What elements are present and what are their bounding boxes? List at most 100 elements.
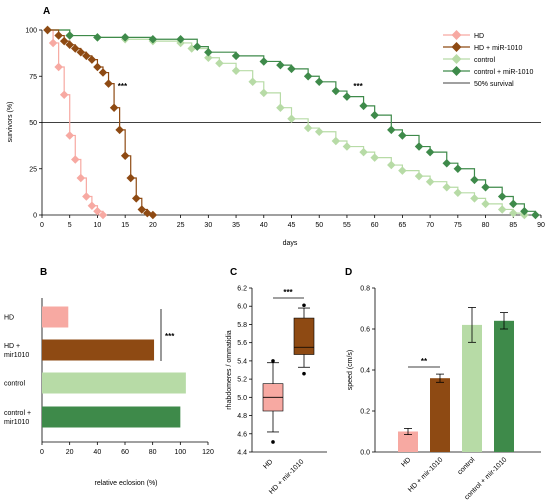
series-point-control-mir-1010: [303, 72, 313, 81]
panel-b-xlabel: relative eclosion (%): [94, 480, 157, 487]
legend-label-control-mir: control + miR-1010: [474, 69, 533, 76]
series-point-control-mir-1010: [442, 158, 451, 168]
series-point-hd: [76, 173, 86, 183]
series-point-control-mir-1010: [387, 125, 396, 135]
bar-hd-mir-1010: [430, 378, 450, 452]
series-point-control: [259, 88, 269, 98]
panel-a-xtick-label: 25: [177, 222, 185, 229]
series-point-control-mir-1010: [287, 64, 296, 74]
panel-d-ylabel: speed (cm/s): [347, 350, 354, 390]
series-point-hd: [98, 210, 108, 220]
category-label-hd-mir1010: HD + mir1010: [4, 343, 29, 359]
series-point-control-mir-1010: [331, 86, 341, 96]
series-point-control: [497, 205, 507, 214]
panel-b-xtick-label: 20: [66, 449, 74, 456]
category-label-hd-mir-1010: HD + mir-1010: [407, 456, 444, 493]
panel-b-xtick-label: 0: [40, 449, 44, 456]
legend-item-control-mir: control + miR-1010: [443, 66, 533, 76]
series-point-control-mir-1010: [193, 42, 202, 51]
series-point-control: [425, 177, 435, 186]
series-point-control-mir-1010: [497, 192, 507, 201]
panel-a-xtick-label: 40: [260, 222, 268, 229]
box-outlier-hd-mir-1010: [302, 303, 306, 308]
category-label-control-mir1010: control + mir1010: [4, 410, 31, 426]
series-point-control: [248, 77, 257, 87]
panel-a-ytick-label: 100: [25, 28, 37, 35]
panel-a-xtick-label: 75: [454, 222, 462, 229]
panel-a-significance-2: ***: [353, 82, 363, 91]
series-point-control: [414, 171, 424, 181]
panel-c-label: C: [230, 267, 237, 278]
panel-a-ylabel: survivors (%): [7, 102, 14, 143]
series-point-control-mir-1010: [453, 164, 463, 173]
series-point-hd-mir-1010: [59, 36, 69, 46]
series-point-hd-mir-1010: [82, 51, 91, 61]
series-point-control: [204, 53, 213, 62]
series-point-hd-mir-1010: [65, 40, 74, 50]
series-point-control: [287, 114, 296, 124]
legend-item-hd: HD: [443, 30, 484, 40]
series-point-hd-mir-1010: [137, 205, 147, 214]
panel-a-xtick-label: 0: [40, 222, 44, 229]
panel-c-ytick-label: 5.6: [237, 340, 247, 347]
panel-a-xtick-label: 60: [371, 222, 379, 229]
panel-a-ytick-label: 75: [29, 74, 37, 81]
panel-a-xtick-label: 70: [426, 222, 434, 229]
series-point-hd-mir-1010: [71, 44, 80, 53]
series-point-control-mir-1010: [276, 60, 285, 70]
panel-a-xtick-label: 90: [537, 222, 545, 229]
legend-item-hd-mir: HD + miR-1010: [443, 42, 523, 52]
bar-hd: [42, 306, 69, 328]
series-point-control-mir-1010: [93, 33, 102, 42]
box-hd-mir-1010: [293, 317, 315, 355]
series-point-control-mir-1010: [176, 35, 185, 44]
panel-c-ylabel: rhabdomeres / ommatidia: [226, 330, 233, 409]
box-outlier-hd: [271, 440, 275, 444]
series-point-control: [370, 153, 379, 162]
series-point-control: [398, 166, 407, 175]
series-point-control: [453, 188, 463, 198]
legend-marker-control: [451, 54, 462, 64]
panel-c-ytick-label: 5.2: [237, 377, 247, 384]
series-point-control: [470, 194, 479, 203]
bar-control-mir1010: [42, 406, 181, 428]
panel-b-plot-area: 0 20 40 60 80 100 120 HD HD + mir1010 control contr…: [4, 298, 214, 456]
panel-b-xtick-label: 60: [121, 449, 129, 456]
bar-control-mir-1010: [494, 320, 514, 452]
series-point-hd-mir-1010: [126, 173, 135, 183]
series-point-control-mir-1010: [470, 175, 479, 185]
series-point-control: [387, 160, 396, 170]
series-point-control-mir-1010: [398, 131, 407, 140]
panel-a-xtick-label: 50: [315, 222, 323, 229]
series-point-hd: [82, 192, 91, 201]
panel-a-xtick-label: 45: [288, 222, 296, 229]
panel-a-xlabel: days: [283, 240, 298, 247]
series-point-control: [331, 136, 341, 146]
panel-c-ytick-label: 5.4: [237, 358, 247, 365]
category-label-hd: HD: [4, 315, 14, 322]
series-point-hd: [87, 201, 97, 210]
panel-c-ytick-label: 4.6: [237, 431, 247, 438]
series-point-hd-mir-1010: [93, 62, 102, 72]
panel-a-xtick-label: 30: [204, 222, 212, 229]
panel-c-ytick-label: 5.8: [237, 322, 247, 329]
legend-label-hd-mir: HD + miR-1010: [474, 45, 523, 52]
box-outlier-hd: [271, 359, 275, 363]
legend-label-survival: 50% survival: [474, 81, 514, 88]
legend-marker-hd-mir: [451, 42, 462, 52]
series-point-hd: [65, 131, 74, 140]
panel-a-ytick-label: 50: [29, 120, 37, 127]
panel-d-ytick-label: 0.0: [360, 450, 370, 457]
panel-c-ytick-label: 4.8: [237, 413, 247, 420]
series-point-control: [303, 123, 313, 133]
series-point-hd-mir-1010: [104, 79, 113, 88]
series-point-hd-mir-1010: [87, 55, 97, 64]
series-point-control-mir-1010: [509, 199, 518, 209]
panel-a-xtick-label: 20: [149, 222, 157, 229]
panel-b-xtick-label: 80: [149, 449, 157, 456]
series-point-control-mir-1010: [414, 142, 424, 151]
series-point-control-mir-1010: [314, 77, 324, 87]
